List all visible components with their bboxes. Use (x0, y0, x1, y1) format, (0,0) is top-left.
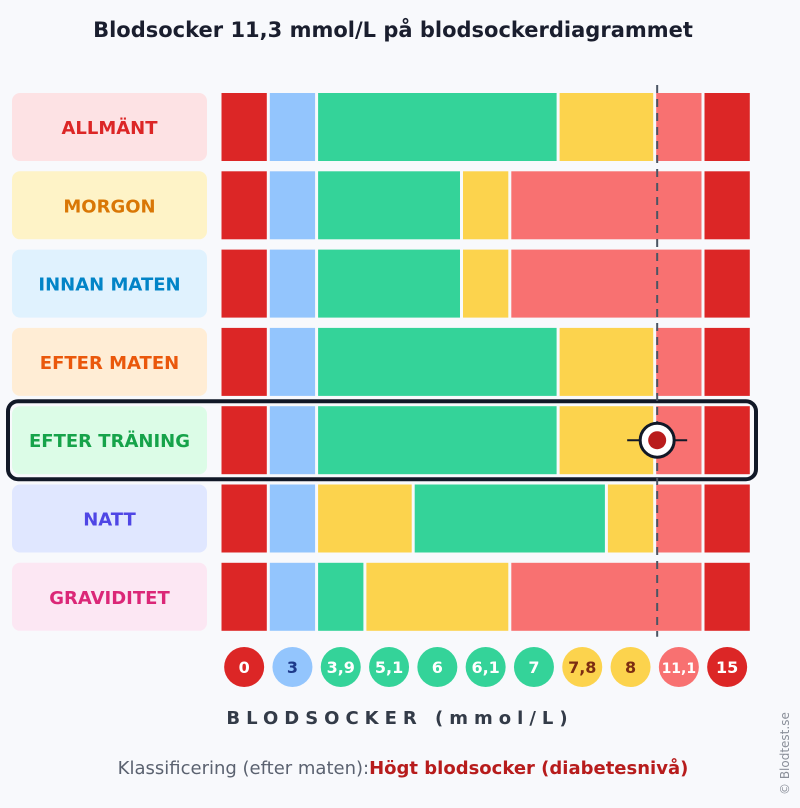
band-yellow (559, 327, 654, 396)
band-salmon (656, 484, 702, 553)
band-dark_red (704, 249, 750, 318)
tick-label: 15 (716, 658, 738, 677)
band-blue (269, 406, 316, 475)
band-dark_red (221, 171, 267, 240)
tick-circle (658, 647, 699, 687)
band-green (318, 406, 557, 475)
band-dark_red (221, 406, 267, 475)
tick-circle (224, 647, 265, 687)
band-salmon (511, 562, 702, 631)
highlighted-row-frame (6, 399, 758, 482)
row-label-box-allmänt (12, 93, 207, 161)
classification-line: Klassificering (efter maten):Högt blodso… (0, 758, 800, 779)
band-green (318, 171, 460, 240)
band-salmon (511, 171, 702, 240)
tick-label: 5,1 (375, 658, 403, 677)
band-green (318, 93, 557, 161)
row-label-box-natt (12, 484, 207, 553)
tick-circle (417, 647, 458, 687)
band-blue (269, 562, 316, 631)
chart-title: Blodsocker 11,3 mmol/L på blodsockerdiag… (93, 18, 693, 42)
row-label-efter-träning: EFTER TRÄNING (29, 430, 190, 452)
row-label-box-efter-maten (12, 327, 207, 396)
band-yellow (463, 249, 509, 318)
band-blue (269, 93, 316, 161)
band-dark_red (704, 93, 750, 161)
classification-label: Klassificering (efter maten): (117, 758, 370, 779)
band-blue (269, 327, 316, 396)
tick-label: 8 (625, 658, 636, 677)
band-salmon (511, 249, 702, 318)
band-yellow (559, 93, 654, 161)
band-dark_red (221, 484, 267, 553)
band-dark_red (704, 406, 750, 475)
band-dark_red (221, 249, 267, 318)
row-label-natt: NATT (83, 510, 136, 531)
tick-circle (465, 647, 506, 687)
band-salmon (656, 93, 702, 161)
classification-value: Högt blodsocker (diabetesnivå) (369, 758, 689, 779)
band-blue (269, 171, 316, 240)
row-label-box-efter-träning (12, 406, 207, 475)
band-green (318, 562, 364, 631)
band-dark_red (704, 171, 750, 240)
band-blue (269, 249, 316, 318)
row-label-efter-maten: EFTER MATEN (40, 353, 179, 374)
tick-label: 6 (432, 658, 443, 677)
row-label-innan-maten: INNAN MATEN (38, 275, 180, 296)
tick-circle (513, 647, 554, 687)
band-yellow (366, 562, 509, 631)
tick-label: 0 (239, 658, 250, 677)
tick-circle (707, 647, 748, 687)
watermark: © Blodtest.se (778, 712, 792, 795)
tick-circle (369, 647, 410, 687)
tick-circle (272, 647, 313, 687)
band-dark_red (704, 484, 750, 553)
band-dark_red (704, 327, 750, 396)
row-label-morgon: MORGON (63, 196, 155, 217)
band-green (414, 484, 605, 553)
band-green (318, 327, 557, 396)
band-dark_red (221, 327, 267, 396)
x-axis-label: BLODSOCKER (mmol/L) (226, 708, 574, 729)
band-dark_red (221, 93, 267, 161)
tick-label: 6,1 (471, 658, 499, 677)
tick-circle (562, 647, 603, 687)
tick-label: 7 (528, 658, 539, 677)
blood-sugar-chart: ALLMÄNT MORGON INNAN MATEN EFTER MATEN EFTER… (6, 85, 758, 687)
band-salmon (656, 327, 702, 396)
band-yellow (463, 171, 509, 240)
row-label-box-morgon (12, 171, 207, 240)
band-dark_red (221, 562, 267, 631)
tick-circle (610, 647, 651, 687)
tick-circle (320, 647, 361, 687)
row-label-allmänt: ALLMÄNT (61, 117, 158, 139)
row-label-box-innan-maten (12, 249, 207, 318)
band-green (318, 249, 460, 318)
tick-label: 3,9 (327, 658, 355, 677)
band-yellow (607, 484, 654, 553)
value-marker-dot (648, 431, 667, 450)
tick-label: 3 (287, 658, 298, 677)
band-blue (269, 484, 316, 553)
band-yellow (318, 484, 412, 553)
row-label-box-graviditet (12, 562, 207, 631)
band-dark_red (704, 562, 750, 631)
row-label-graviditet: GRAVIDITET (49, 588, 170, 609)
tick-label: 11,1 (662, 661, 697, 677)
tick-label: 7,8 (568, 658, 596, 677)
